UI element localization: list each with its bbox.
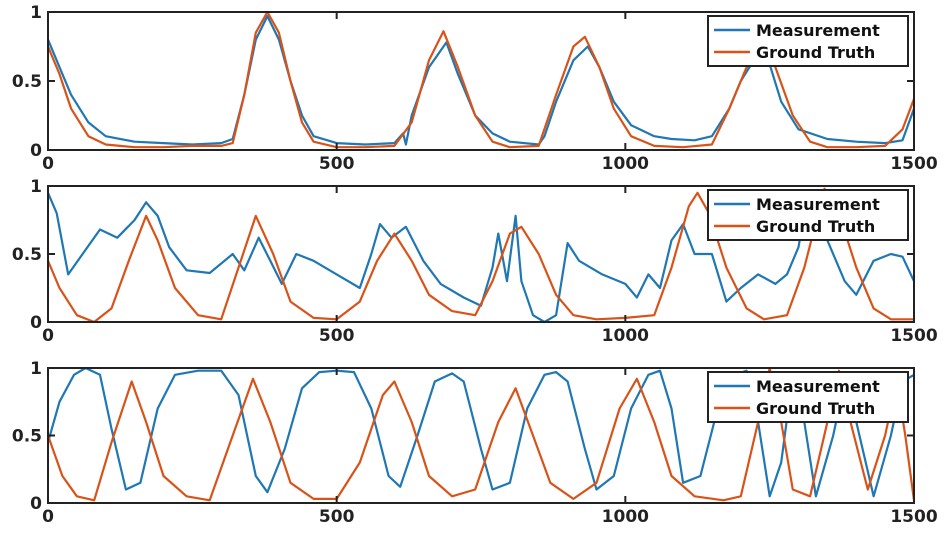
y-tick-label: 0.5 <box>12 245 42 265</box>
x-tick-label: 1000 <box>602 326 649 346</box>
legend-box <box>707 189 909 241</box>
x-tick-label: 0 <box>42 154 54 174</box>
legend-label: Measurement <box>756 195 880 214</box>
y-tick-label: 0.5 <box>12 427 42 447</box>
x-tick-label: 1500 <box>890 507 937 527</box>
x-tick-label: 0 <box>42 326 54 346</box>
legend-label: Ground Truth <box>756 43 875 62</box>
x-tick-label: 0 <box>42 507 54 527</box>
x-tick-label: 500 <box>319 154 355 174</box>
series-line-measurement <box>48 191 914 324</box>
x-tick-label: 500 <box>319 326 355 346</box>
legend-label: Ground Truth <box>756 399 875 418</box>
y-tick-label: 0 <box>30 141 42 161</box>
series-line-measurement <box>48 366 914 498</box>
legend-box <box>707 15 909 67</box>
x-tick-label: 500 <box>319 507 355 527</box>
subplot-3: 0 500 1000 1500 0 0.5 1 Measurement Ground Truth <box>12 359 938 527</box>
series-line-ground-truth <box>48 366 914 502</box>
series-line-measurement <box>48 15 914 146</box>
legend-label: Measurement <box>756 21 880 40</box>
legend-box <box>707 371 909 423</box>
subplot-2: 0 500 1000 1500 0 0.5 1 Measurement Ground Truth <box>12 177 938 346</box>
y-tick-label: 1 <box>30 177 42 197</box>
subplot-1: 0 500 1000 1500 0 0.5 1 Measurement Ground Truth <box>12 3 938 174</box>
y-tick-label: 1 <box>30 359 42 379</box>
y-tick-label: 0 <box>30 313 42 333</box>
x-tick-label: 1000 <box>602 154 649 174</box>
x-tick-label: 1500 <box>890 154 937 174</box>
y-tick-label: 0.5 <box>12 72 42 92</box>
legend-label: Measurement <box>756 377 880 396</box>
y-tick-label: 0 <box>30 494 42 514</box>
y-tick-label: 1 <box>30 3 42 23</box>
series-line-ground-truth <box>48 187 914 324</box>
x-tick-label: 1000 <box>602 507 649 527</box>
legend-label: Ground Truth <box>756 217 875 236</box>
x-tick-label: 1500 <box>890 326 937 346</box>
